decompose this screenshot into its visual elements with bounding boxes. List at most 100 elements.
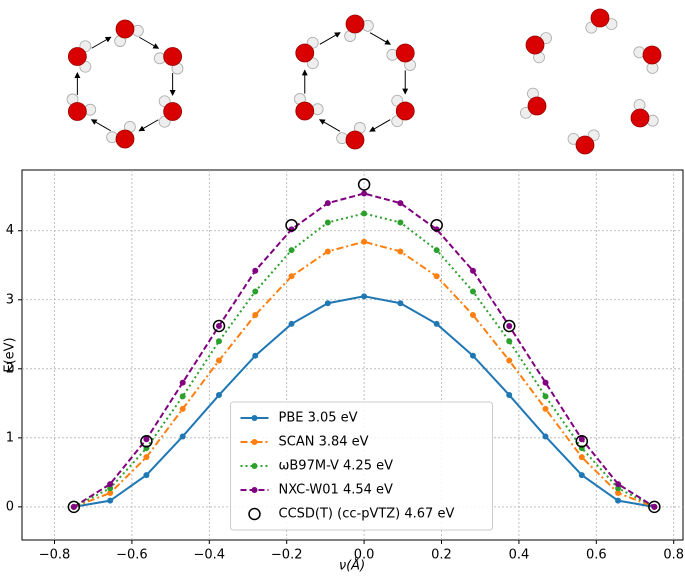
data-point: [506, 338, 513, 345]
data-point: [506, 392, 513, 399]
series-line: [73, 212, 655, 508]
data-point: [215, 338, 222, 345]
data-point: [252, 352, 259, 359]
data-point: [578, 436, 585, 443]
data-point: [361, 293, 368, 300]
data-point: [361, 190, 368, 197]
data-point: [215, 323, 222, 330]
data-point: [212, 319, 226, 333]
data-point: [648, 500, 661, 514]
data-point: [361, 238, 368, 245]
data-point: [324, 219, 331, 226]
data-point: [651, 503, 658, 510]
x-tick-label: −0.4: [194, 548, 226, 563]
oxygen-atom: [630, 108, 650, 128]
data-point: [615, 481, 622, 488]
data-point: [578, 454, 585, 461]
series-line: [73, 240, 655, 508]
data-point: [397, 200, 404, 207]
legend-label: NXC-W01 4.54 eV: [279, 483, 394, 498]
data-point: [397, 248, 404, 255]
arrow: [91, 36, 112, 49]
data-point: [288, 247, 295, 254]
oxygen-atom: [345, 14, 365, 34]
arrow: [138, 119, 159, 132]
oxygen-atom: [345, 130, 365, 150]
data-point: [578, 472, 585, 479]
oxygen-atom: [525, 35, 545, 55]
y-tick-label: 3: [6, 292, 14, 307]
data-point: [469, 288, 476, 295]
legend-marker: [248, 507, 261, 521]
y-tick-label: 0: [6, 499, 14, 514]
data-point: [506, 357, 513, 364]
data-point: [252, 288, 259, 295]
molecule-illustrations: [66, 8, 662, 155]
legend-marker: [251, 487, 258, 493]
oxygen-atom: [115, 129, 135, 149]
data-point: [615, 485, 622, 492]
y-axis-label: E(eV): [3, 337, 18, 372]
y-tick-label: 2: [6, 361, 14, 376]
data-point: [357, 178, 371, 191]
data-point: [179, 393, 186, 400]
data-point: [506, 323, 513, 330]
data-point: [143, 454, 150, 461]
data-point: [615, 497, 622, 504]
oxygen-atom: [395, 43, 415, 63]
x-axis-label: ν(Å): [339, 558, 365, 574]
data-point: [502, 319, 516, 333]
y-tick-label: 4: [6, 223, 14, 238]
x-tick-label: 0.4: [509, 548, 530, 563]
data-point: [324, 300, 331, 307]
legend-label: PBE 3.05 eV: [279, 411, 358, 426]
data-point: [542, 433, 549, 440]
arrow: [369, 32, 392, 45]
data-point: [469, 267, 476, 274]
data-point: [107, 485, 114, 492]
data-point: [542, 393, 549, 400]
legend-marker: [251, 439, 258, 445]
x-tick-label: 0.8: [663, 548, 684, 563]
x-tick-label: 0.6: [586, 548, 607, 563]
legend-box: [230, 401, 493, 531]
x-tick-label: −0.2: [271, 548, 303, 563]
oxygen-atom: [642, 45, 662, 65]
oxygen-atom: [295, 101, 315, 121]
data-point: [143, 472, 150, 479]
data-point: [361, 210, 368, 217]
data-point: [288, 320, 295, 327]
oxygen-atom: [575, 135, 595, 155]
data-point: [67, 500, 81, 514]
data-point: [397, 300, 404, 307]
data-point: [107, 490, 114, 497]
plot-frame: [21, 169, 684, 541]
data-point: [140, 435, 153, 448]
data-point: [285, 218, 298, 232]
arrow: [319, 32, 341, 45]
oxygen-atom: [67, 102, 87, 121]
y-tick-label: 1: [6, 430, 14, 445]
legend-label: CCSD(T) (cc-pVTZ) 4.67 eV: [279, 507, 455, 522]
data-point: [107, 497, 114, 504]
arrow: [318, 119, 341, 132]
data-point: [469, 311, 476, 318]
x-tick-label: −0.6: [116, 548, 148, 563]
data-point: [179, 405, 186, 412]
data-point: [433, 273, 440, 280]
oxygen-atom: [527, 96, 547, 116]
oxygen-atom: [590, 8, 610, 28]
data-point: [324, 200, 331, 207]
legend-marker: [251, 415, 258, 421]
data-point: [70, 503, 77, 510]
oxygen-atom: [163, 102, 183, 121]
data-point: [215, 392, 222, 399]
x-tick-label: −0.8: [39, 548, 71, 563]
oxygen-atom: [395, 101, 415, 121]
data-point: [107, 481, 114, 488]
data-point: [397, 219, 404, 226]
data-point: [615, 490, 622, 497]
x-tick-label: 0.2: [431, 548, 452, 563]
data-point: [542, 405, 549, 412]
